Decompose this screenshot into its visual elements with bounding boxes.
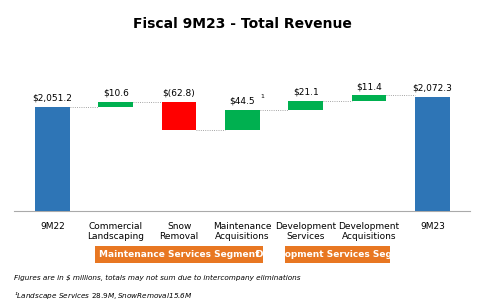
Text: $10.6: $10.6 [103,88,129,98]
Text: 1: 1 [261,94,264,98]
Bar [98,102,133,107]
Bar [162,102,196,130]
Text: Maintenance Services Segment: Maintenance Services Segment [99,250,259,259]
Bar [352,95,386,101]
Text: $2,072.3: $2,072.3 [412,84,452,93]
Text: Figures are in $ millions, totals may not sum due to intercompany eliminations: Figures are in $ millions, totals may no… [14,275,301,281]
Title: Fiscal 9M23 - Total Revenue: Fiscal 9M23 - Total Revenue [133,17,352,31]
Text: $21.1: $21.1 [293,87,319,96]
Bar [35,107,70,302]
Text: $(62.8): $(62.8) [163,88,195,98]
Text: ¹Landscape Services $28.9M, Snow Removal $15.6M: ¹Landscape Services $28.9M, Snow Removal… [14,290,193,301]
Text: Development Services Segment: Development Services Segment [256,250,419,259]
Bar [288,101,323,110]
Text: $11.4: $11.4 [356,82,382,91]
Bar [415,97,450,302]
Text: $2,051.2: $2,051.2 [33,93,72,102]
Text: $44.5: $44.5 [229,97,255,106]
Bar [225,110,260,130]
